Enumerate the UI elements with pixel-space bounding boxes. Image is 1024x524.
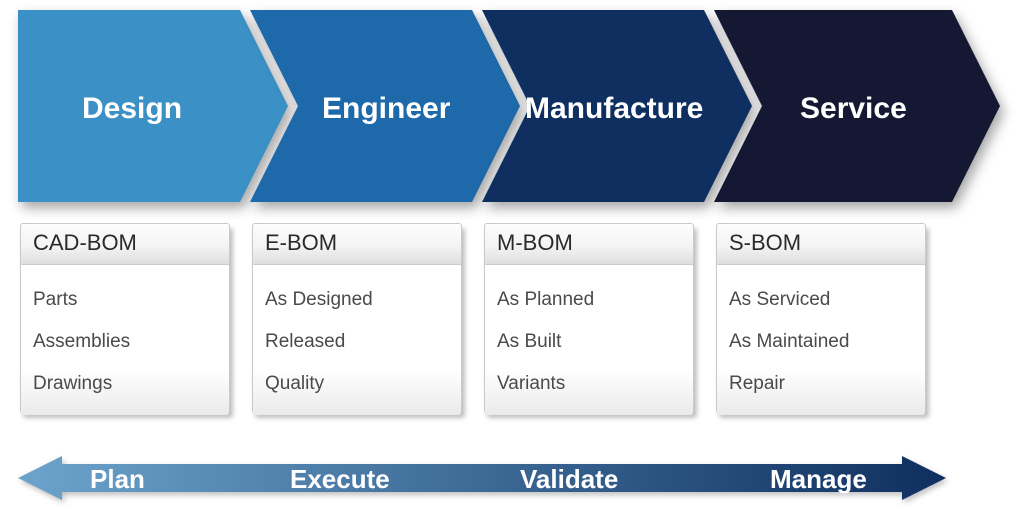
card-item: Variants [497, 363, 681, 405]
card-header: M-BOM [485, 224, 693, 265]
card-body: As Serviced As Maintained Repair [717, 265, 925, 415]
bottom-label-plan: Plan [90, 464, 145, 495]
chevron-label-design: Design [82, 92, 182, 126]
card-header: S-BOM [717, 224, 925, 265]
card-e-bom: E-BOM As Designed Released Quality [252, 223, 462, 413]
card-header: CAD-BOM [21, 224, 229, 265]
card-item: Repair [729, 363, 913, 405]
card-item: Released [265, 321, 449, 363]
card-item: As Serviced [729, 279, 913, 321]
card-item: As Designed [265, 279, 449, 321]
bottom-label-validate: Validate [520, 464, 618, 495]
chevron-label-engineer: Engineer [322, 92, 450, 126]
card-item: Assemblies [33, 321, 217, 363]
card-body: Parts Assemblies Drawings [21, 265, 229, 415]
card-item: Parts [33, 279, 217, 321]
card-item: Drawings [33, 363, 217, 405]
card-item: Quality [265, 363, 449, 405]
card-cad-bom: CAD-BOM Parts Assemblies Drawings [20, 223, 230, 413]
bottom-label-manage: Manage [770, 464, 867, 495]
card-item: As Maintained [729, 321, 913, 363]
bottom-label-execute: Execute [290, 464, 390, 495]
card-body: As Designed Released Quality [253, 265, 461, 415]
card-body: As Planned As Built Variants [485, 265, 693, 415]
card-item: As Built [497, 321, 681, 363]
chevron-label-manufacture: Manufacture [525, 92, 703, 126]
card-item: As Planned [497, 279, 681, 321]
card-header: E-BOM [253, 224, 461, 265]
card-m-bom: M-BOM As Planned As Built Variants [484, 223, 694, 413]
card-s-bom: S-BOM As Serviced As Maintained Repair [716, 223, 926, 413]
chevron-label-service: Service [800, 92, 907, 126]
